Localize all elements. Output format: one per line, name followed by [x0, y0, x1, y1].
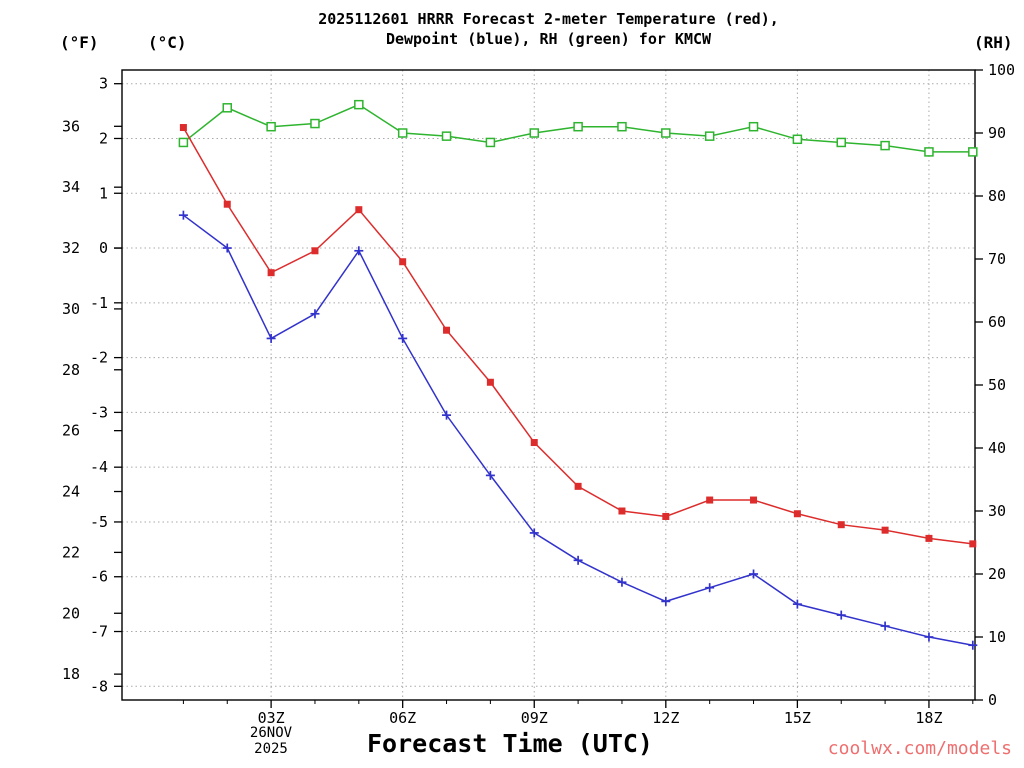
fahrenheit-tick-label: 32 — [62, 239, 80, 257]
rh-marker — [836, 137, 846, 148]
temperature-marker — [267, 269, 275, 277]
temperature-marker — [399, 258, 407, 266]
rh-marker — [354, 99, 364, 110]
fahrenheit-tick-label: 18 — [62, 665, 80, 683]
fahrenheit-tick-label: 24 — [62, 483, 80, 501]
temperature-line — [182, 127, 973, 545]
time-tick-label: 15Z — [784, 709, 811, 727]
rh-tick-label: 30 — [988, 502, 1006, 520]
rh-marker — [310, 118, 320, 129]
temperature-marker — [618, 507, 626, 515]
x-axis-date-line2: 2025 — [254, 741, 288, 757]
celsius-tick-label: -2 — [90, 349, 108, 367]
temperature-marker — [925, 534, 933, 542]
celsius-tick-label: -6 — [90, 568, 108, 586]
temperature-marker — [837, 521, 845, 529]
celsius-tick-label: -8 — [90, 677, 108, 695]
rh-marker — [397, 128, 408, 138]
temperature-marker — [969, 540, 977, 548]
rh-marker — [617, 121, 627, 132]
temperature-marker — [750, 496, 758, 504]
temperature-marker — [223, 200, 231, 208]
time-tick-label: 09Z — [521, 709, 548, 727]
rh-marker — [880, 140, 890, 151]
chart-title-line2: Dewpoint (blue), RH (green) for KMCW — [385, 30, 712, 48]
rh-marker — [792, 134, 803, 145]
time-tick-label: 06Z — [389, 709, 416, 727]
temperature-marker — [443, 326, 451, 334]
rh-marker — [573, 121, 583, 132]
temperature-marker — [179, 124, 187, 132]
rh-marker — [178, 137, 189, 148]
rh-tick-label: 80 — [988, 187, 1006, 205]
temperature-marker — [662, 512, 670, 520]
temperature-marker — [355, 206, 363, 214]
rh-marker — [441, 131, 452, 141]
temperature-marker — [530, 439, 538, 447]
rh-marker — [704, 131, 715, 141]
celsius-tick-label: -5 — [90, 513, 108, 531]
rh-axis-header: (RH) — [974, 33, 1013, 52]
celsius-tick-label: 0 — [99, 239, 108, 257]
rh-marker — [266, 121, 276, 132]
celsius-tick-label: -4 — [90, 458, 108, 476]
temperature-marker — [574, 482, 582, 490]
temperature-marker — [311, 247, 319, 255]
time-tick-label: 18Z — [915, 709, 942, 727]
rh-tick-label: 20 — [988, 565, 1006, 583]
rh-tick-label: 50 — [988, 376, 1006, 394]
fahrenheit-tick-label: 28 — [62, 361, 80, 379]
fahrenheit-tick-label: 30 — [62, 300, 80, 318]
chart-title-line1: 2025112601 HRRR Forecast 2-meter Tempera… — [318, 10, 779, 28]
rh-marker — [529, 128, 539, 138]
celsius-axis-header: (°C) — [148, 33, 187, 52]
time-tick-label: 03Z — [258, 709, 285, 727]
chart-title: 2025112601 HRRR Forecast 2-meter Tempera… — [122, 9, 975, 49]
rh-marker — [968, 147, 978, 157]
rh-tick-label: 0 — [988, 691, 997, 709]
rh-marker — [222, 103, 233, 113]
rh-tick-label: 40 — [988, 439, 1006, 457]
temperature-marker — [706, 496, 714, 504]
celsius-tick-label: 3 — [99, 75, 108, 93]
rh-marker — [485, 137, 496, 148]
rh-marker — [748, 121, 759, 132]
temperature-marker — [881, 526, 889, 534]
x-axis-date-line1: 26NOV — [249, 725, 293, 741]
rh-tick-label: 10 — [988, 628, 1006, 646]
celsius-tick-label: -7 — [90, 623, 108, 641]
temperature-marker — [793, 510, 801, 518]
fahrenheit-tick-label: 20 — [62, 604, 80, 622]
plot-frame — [121, 69, 976, 701]
celsius-tick-label: -1 — [90, 294, 108, 312]
rh-marker — [924, 147, 934, 157]
rh-tick-label: 70 — [988, 250, 1006, 268]
x-axis-date: 26NOV 2025 — [221, 725, 321, 757]
time-tick-label: 12Z — [652, 709, 679, 727]
rh-tick-label: 100 — [988, 61, 1015, 79]
celsius-tick-label: 1 — [99, 184, 108, 202]
celsius-tick-label: 2 — [99, 129, 108, 147]
fahrenheit-tick-label: 36 — [62, 117, 80, 135]
x-axis-title: Forecast Time (UTC) — [367, 729, 653, 758]
watermark-link[interactable]: coolwx.com/models — [827, 738, 1012, 759]
rh-tick-label: 60 — [988, 313, 1006, 331]
fahrenheit-tick-label: 22 — [62, 543, 80, 561]
rh-tick-label: 90 — [988, 124, 1006, 142]
fahrenheit-tick-label: 26 — [62, 422, 80, 440]
fahrenheit-axis-header: (°F) — [60, 33, 99, 52]
rh-marker — [661, 128, 671, 138]
celsius-tick-label: -3 — [90, 403, 108, 421]
dewpoint-line — [182, 214, 973, 646]
temperature-marker — [486, 378, 494, 386]
fahrenheit-tick-label: 34 — [62, 178, 80, 196]
